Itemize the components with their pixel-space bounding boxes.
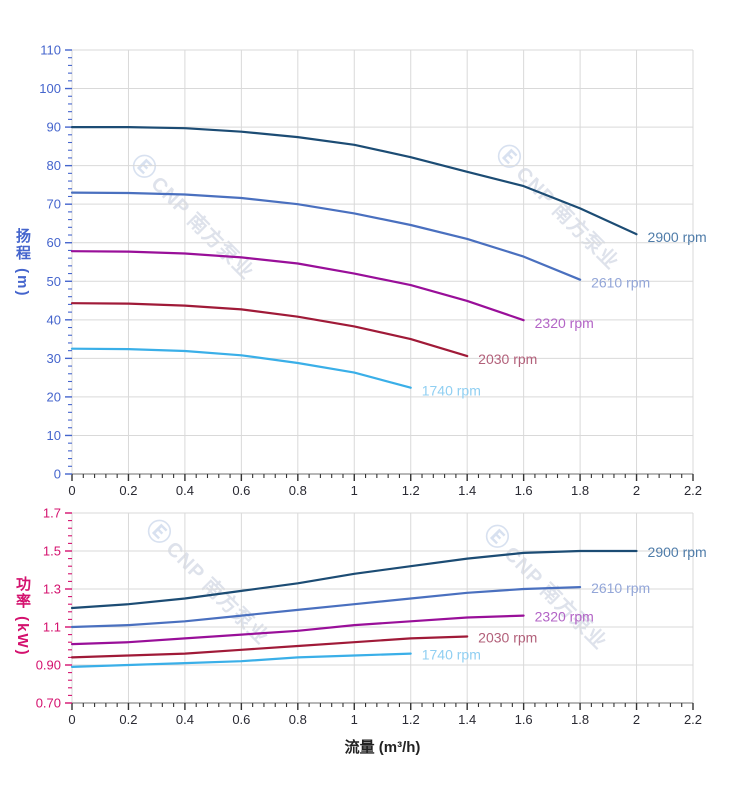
x-tick-label: 1 — [351, 712, 358, 727]
y-tick-label: 60 — [47, 235, 61, 250]
y-axis-ticks — [65, 49, 72, 475]
x-tick-label: 1.6 — [515, 712, 533, 727]
x-axis-title: 流量 (m³/h) — [344, 739, 421, 756]
curve-label-2900-rpm: 2900 rpm — [648, 544, 707, 560]
x-tick-label: 0.2 — [119, 712, 137, 727]
y-tick-label: 80 — [47, 158, 61, 173]
y-tick-label: 0 — [54, 467, 61, 482]
x-tick-label: 2.2 — [684, 712, 702, 727]
x-axis-ticks — [71, 474, 694, 481]
y-tick-label: 20 — [47, 389, 61, 404]
curve-label-2610-rpm: 2610 rpm — [591, 275, 650, 291]
curve-label-2030-rpm: 2030 rpm — [478, 630, 537, 646]
y-tick-label: 110 — [40, 43, 61, 58]
x-axis-ticks — [71, 703, 694, 710]
x-tick-label: 0.8 — [289, 712, 307, 727]
curve-label-1740-rpm: 1740 rpm — [422, 383, 481, 399]
y-tick-label: 1.3 — [43, 582, 61, 597]
x-tick-label: 0 — [68, 712, 75, 727]
y-tick-label: 50 — [47, 274, 61, 289]
curve-2030-rpm — [70, 635, 469, 659]
y-axis-ticks — [65, 512, 72, 704]
curve-2900-rpm — [70, 125, 638, 236]
curve-label-2320-rpm: 2320 rpm — [535, 315, 594, 331]
x-tick-label: 2 — [633, 483, 640, 498]
y-tick-label: 70 — [47, 197, 61, 212]
x-tick-label: 1.8 — [571, 483, 589, 498]
y-axis-title-head: 扬程 (m) — [14, 228, 31, 298]
x-tick-label: 2.2 — [684, 483, 702, 498]
x-tick-label: 0.2 — [119, 483, 137, 498]
curve-1740-rpm — [70, 652, 412, 668]
curve-2900-rpm — [70, 549, 638, 610]
y-tick-label: 1.5 — [43, 544, 61, 559]
curve-2320-rpm — [70, 614, 525, 646]
y-tick-label: 1.7 — [43, 506, 61, 521]
y-tick-label: 10 — [47, 428, 61, 443]
y-tick-label: 30 — [47, 351, 61, 366]
x-tick-label: 1.4 — [458, 712, 476, 727]
curve-label-1740-rpm: 1740 rpm — [422, 647, 481, 663]
y-axis-title-power: 功率 (kW) — [14, 576, 31, 657]
y-tick-label: 90 — [47, 120, 61, 135]
y-tick-label: 0.90 — [36, 658, 61, 673]
x-tick-label: 0.4 — [176, 712, 194, 727]
x-tick-label: 1 — [351, 483, 358, 498]
y-tick-label: 40 — [47, 312, 61, 327]
curve-1740-rpm — [70, 347, 412, 389]
x-tick-label: 1.8 — [571, 712, 589, 727]
x-tick-label: 0.6 — [232, 483, 250, 498]
x-tick-label: 0.4 — [176, 483, 194, 498]
curve-label-2030-rpm: 2030 rpm — [478, 351, 537, 367]
gridlines — [71, 49, 694, 474]
x-tick-label: 0.8 — [289, 483, 307, 498]
curve-label-2320-rpm: 2320 rpm — [535, 609, 594, 625]
curve-label-2900-rpm: 2900 rpm — [648, 229, 707, 245]
x-tick-label: 1.4 — [458, 483, 476, 498]
curve-label-2610-rpm: 2610 rpm — [591, 580, 650, 596]
x-tick-label: 1.6 — [515, 483, 533, 498]
y-tick-label: 100 — [39, 81, 61, 96]
x-tick-label: 1.2 — [402, 483, 420, 498]
curve-2610-rpm — [70, 585, 582, 629]
y-tick-label: 0.70 — [36, 696, 61, 711]
curve-2320-rpm — [70, 250, 525, 322]
x-tick-label: 1.2 — [402, 712, 420, 727]
x-tick-label: 0.6 — [232, 712, 250, 727]
curve-2030-rpm — [70, 302, 469, 358]
x-tick-label: 2 — [633, 712, 640, 727]
head-chart-plot: 0 0.2 0.4 0.6 0.8 1 1.2 1.4 1.6 1.8 2 2.2 0 10 20 30 40 5… — [39, 43, 706, 499]
power-chart-plot: 0 0.2 0.4 0.6 0.8 1 1.2 1.4 1.6 1.8 2 2.2 0.70 0.90 1.… — [36, 506, 707, 728]
x-tick-label: 0 — [68, 483, 75, 498]
gridlines — [71, 512, 694, 703]
y-tick-label: 1.1 — [43, 620, 61, 635]
curve-2610-rpm — [70, 191, 582, 281]
